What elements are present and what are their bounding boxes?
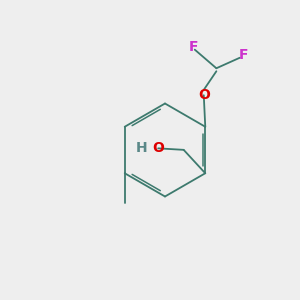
Text: F: F (188, 40, 198, 54)
Text: F: F (238, 48, 248, 62)
Text: H: H (136, 141, 148, 155)
Text: O: O (198, 88, 210, 102)
Text: O: O (152, 141, 164, 155)
